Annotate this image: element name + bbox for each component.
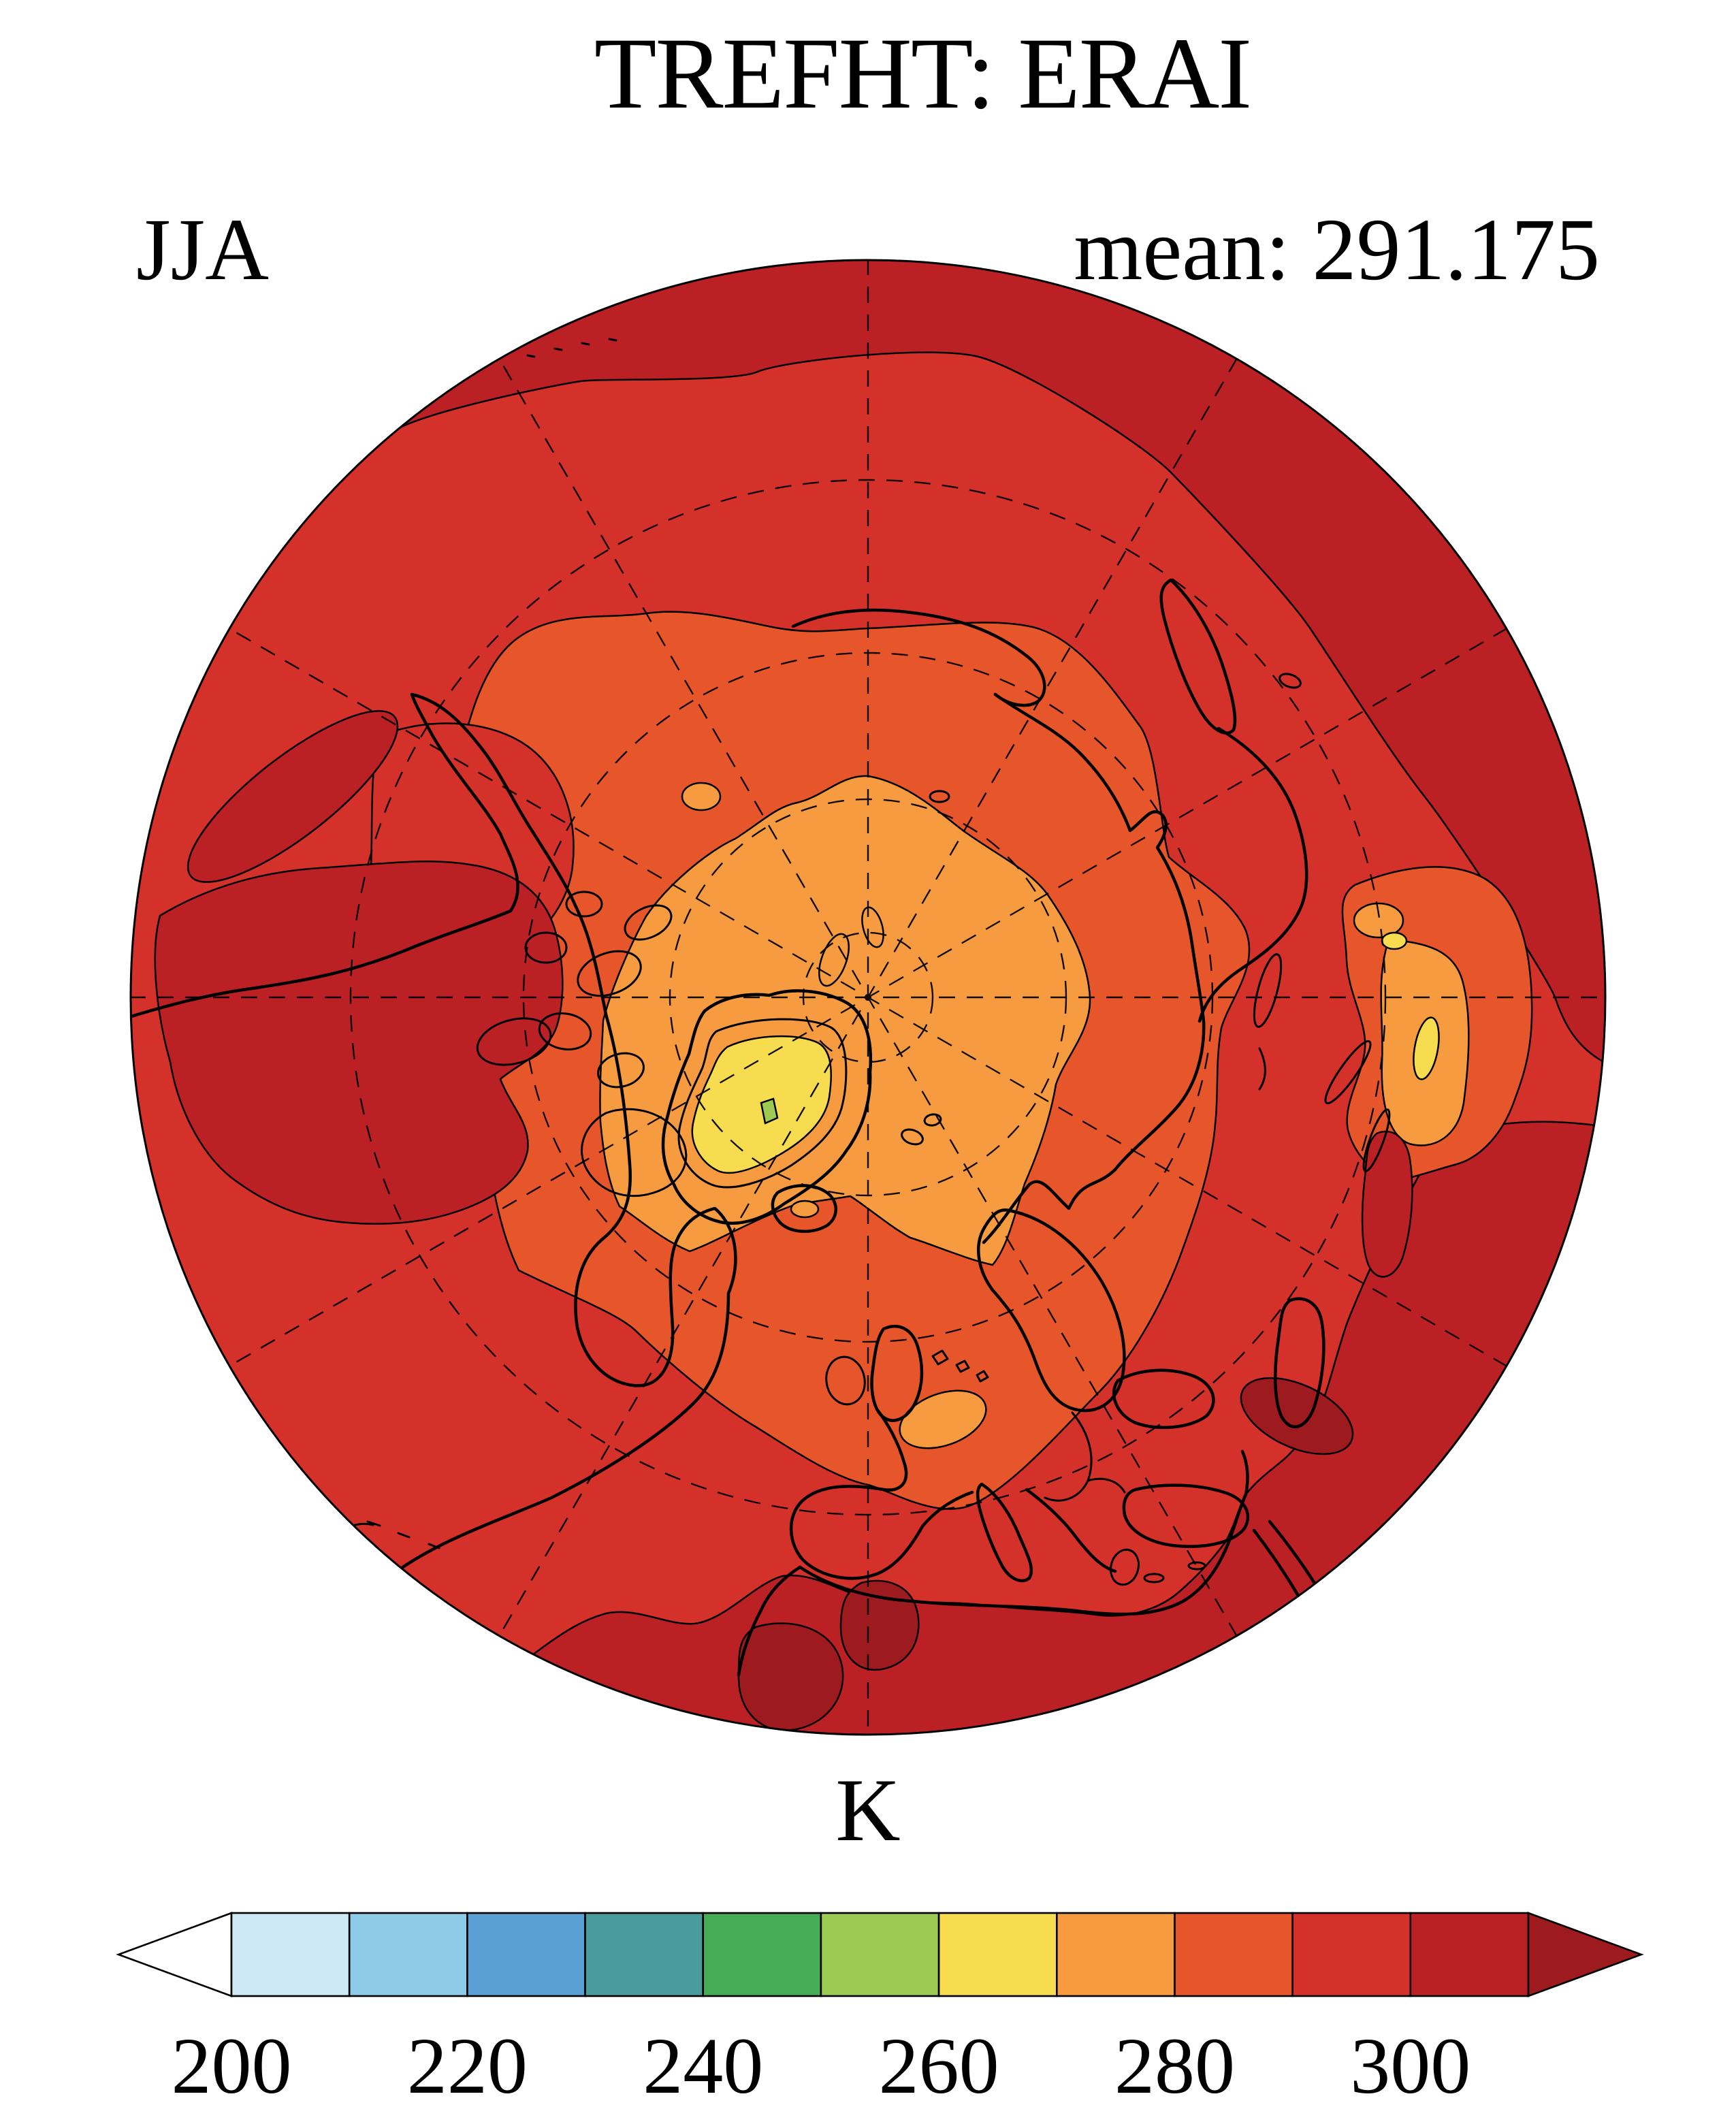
crete: [1143, 1573, 1165, 1584]
greenland-coast: [661, 989, 873, 1225]
ireland: [825, 1355, 866, 1406]
black-sea: [1112, 1368, 1215, 1430]
colorbar-tick: 200: [172, 2021, 292, 2110]
colorbar-cell: [937, 1912, 1058, 1997]
contour-fill-over-310-sahara-east: [839, 1579, 920, 1671]
europe-west-coast: [789, 1407, 974, 1580]
kamchatka-peninsula: [1159, 578, 1237, 735]
colorbar-tick: 300: [1350, 2021, 1470, 2110]
colorbar-tick: 280: [1114, 2021, 1235, 2110]
anatolia: [1122, 1483, 1250, 1548]
contour-fill-over-310-mesopotamia: [1240, 1377, 1354, 1456]
colorbar-cell: [1409, 1912, 1530, 1997]
contour-fill-300-310-tibet-strip: [1361, 1130, 1413, 1278]
colorbar-tick: 240: [643, 2021, 763, 2110]
contour-fill-270-280-alps: [899, 1389, 987, 1449]
contour-fill-300-310-nw-band: [187, 710, 399, 883]
colorbar-cell: [348, 1912, 468, 1997]
colorbar-cell: [820, 1912, 940, 1997]
contour-fill-250-260-greenland-summit: [760, 1097, 779, 1125]
contour-fill-260-270-tibet-sliver: [1413, 1016, 1440, 1080]
colorbar-cell: [466, 1912, 586, 1997]
page-title: TREFHT: ERAI: [594, 17, 1252, 130]
mean-value-label: mean: 291.175: [1074, 201, 1600, 299]
aleutian-islands: [526, 338, 617, 358]
colorbar: 200 220 240 260 280 300: [109, 1901, 1651, 2119]
svalbard-2: [923, 1113, 942, 1127]
subtitle-row: JJA mean: 291.175: [0, 199, 1736, 301]
greenland-ice-contour: [677, 1018, 848, 1189]
north-america-coast: [131, 692, 737, 1626]
map-area: [129, 259, 1607, 1736]
colorbar-over-arrow: [1527, 1912, 1644, 1997]
colorbar-cell: [702, 1912, 822, 1997]
contour-fill-300-310-left-rim: [131, 1352, 227, 1426]
caribbean-specks: [332, 1520, 440, 1549]
caspian-sea: [1273, 1297, 1325, 1429]
colorbar-under-arrow: [116, 1912, 233, 1997]
greece: [1110, 1548, 1140, 1586]
scandinavia-coast: [976, 1208, 1126, 1413]
sakhalin-island: [1253, 953, 1283, 1028]
island-st-lawrence: [681, 782, 722, 811]
contour-fill-260-270-tibet-dot: [1381, 931, 1408, 950]
commander-islands: [1279, 673, 1302, 689]
wrangel-island: [929, 790, 950, 803]
north-africa-coast: [798, 1449, 1249, 1616]
korea-peninsula: [1258, 1047, 1266, 1091]
contour-fill-over-310-sahara-west: [737, 1622, 844, 1731]
season-label: JJA: [136, 201, 270, 299]
gulf-of-finland: [1087, 1477, 1126, 1494]
svalbard: [901, 1128, 924, 1146]
italy: [976, 1482, 1033, 1583]
north-sea-islands: [931, 1349, 989, 1383]
contour-fill-270-280-tibet-spot: [1353, 902, 1404, 939]
polar-temperature-map: [129, 259, 1607, 1736]
map-rim: [129, 259, 1607, 1736]
cyprus: [1187, 1561, 1206, 1571]
colorbar-tick-labels: 200 220 240 260 280 300: [172, 2021, 1471, 2110]
great-britain: [870, 1325, 924, 1422]
colorbar-cell: [1174, 1912, 1293, 1997]
morocco-atlantic-coast: [737, 1565, 802, 1677]
coastlines: [131, 338, 1418, 1677]
iceland: [771, 1184, 837, 1233]
colorbar-cell: [230, 1912, 351, 1997]
colorbar-cell: [584, 1912, 704, 1997]
colorbar-svg: 200 220 240 260 280 300: [116, 1912, 1644, 2110]
okhotsk-coast: [1197, 726, 1308, 1023]
colorbar-unit-label: K: [835, 1760, 901, 1860]
contour-fill-300-310-north-america: [154, 861, 564, 1225]
japan-south: [1362, 1108, 1391, 1172]
iceland-interior: [790, 1200, 820, 1219]
siberia-arctic-coast: [791, 608, 1206, 1244]
colorbar-cell: [1056, 1912, 1176, 1997]
colorbar-tick: 260: [879, 2021, 999, 2110]
colorbar-tick: 220: [407, 2021, 528, 2110]
japan-honshu: [1324, 1040, 1372, 1105]
balkans-coast: [1025, 1488, 1117, 1573]
colorbar-cell: [1291, 1912, 1412, 1997]
